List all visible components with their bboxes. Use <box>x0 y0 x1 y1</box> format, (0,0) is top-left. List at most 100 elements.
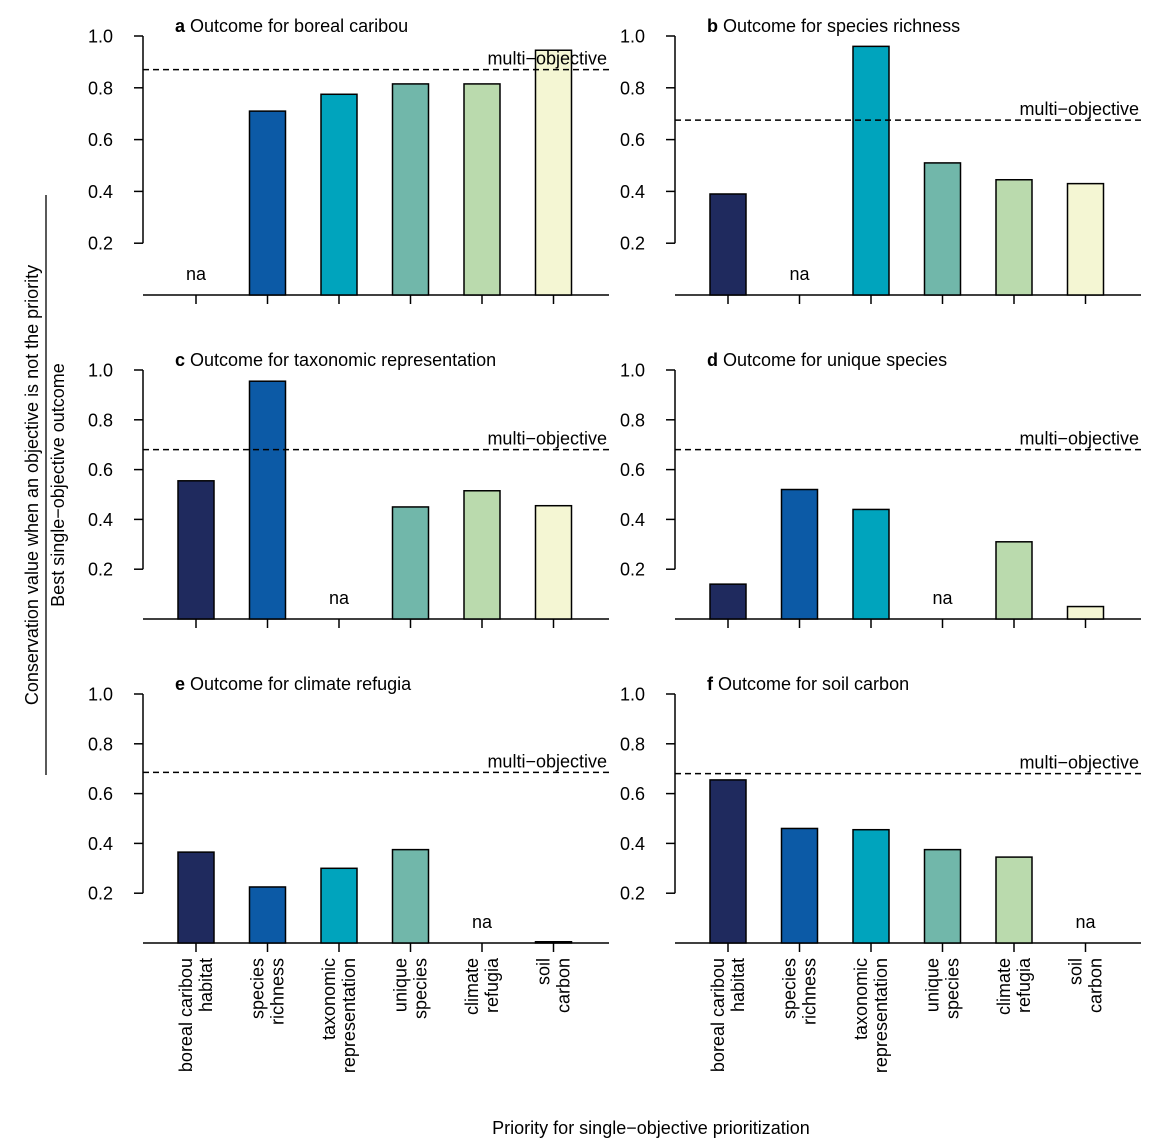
panel-letter: e <box>175 674 185 694</box>
panel-letter: c <box>175 350 185 370</box>
na-label: na <box>932 588 953 608</box>
y-tick-label: 0.6 <box>620 460 645 480</box>
y-tick-label: 0.8 <box>620 410 645 430</box>
multi-objective-label: multi−objective <box>487 751 607 771</box>
y-tick-label: 0.6 <box>620 784 645 804</box>
x-tick-label-line: unique <box>391 958 411 1012</box>
x-tick-label: climaterefugia <box>994 957 1034 1015</box>
bar-soil-carbon <box>534 49 573 296</box>
x-tick-label-line: boreal caribou <box>176 958 196 1072</box>
bar-taxonomic-representation <box>852 508 890 620</box>
x-tick-label: boreal caribouhabitat <box>176 958 216 1072</box>
panel-letter: d <box>707 350 718 370</box>
x-tick-label-line: refugia <box>1014 957 1034 1013</box>
multi-objective-label: multi−objective <box>1019 753 1139 773</box>
panel-c: 0.2 0.4 0.6 0.8 1.0 na multi−objective c Outcom… <box>88 350 609 628</box>
panel-letter: a <box>175 16 186 36</box>
x-tick-label-line: unique <box>923 958 943 1012</box>
x-tick-label-line: climate <box>994 958 1014 1015</box>
x-tick-label: speciesrichness <box>780 958 820 1025</box>
x-tick-label: boreal caribouhabitat <box>708 958 748 1072</box>
panel-title: f Outcome for soil carbon <box>707 674 909 694</box>
bar-taxonomic-representation <box>852 828 890 944</box>
panel-d: 0.2 0.4 0.6 0.8 1.0 na multi−objective d Outcom… <box>620 350 1141 628</box>
y-tick-label: 0.8 <box>88 734 113 754</box>
panel-title-text: Outcome for climate refugia <box>185 674 412 694</box>
panel-title-text: Outcome for unique species <box>718 350 947 370</box>
x-tick-label-line: representation <box>871 958 891 1073</box>
x-tick-label-line: species <box>411 958 431 1019</box>
panel-title: c Outcome for taxonomic representation <box>175 350 496 370</box>
bar-climate-refugia <box>995 178 1033 296</box>
x-tick-label-line: representation <box>339 958 359 1073</box>
bar-unique-species <box>923 848 962 944</box>
panel-e: 0.2 0.4 0.6 0.8 1.0 na multi−objective e Outcom… <box>88 674 609 1073</box>
y-tick-label: 0.4 <box>620 510 645 530</box>
x-tick-label: uniquespecies <box>391 958 431 1019</box>
y-tick-label: 1.0 <box>88 685 113 705</box>
y-tick-label: 0.2 <box>88 884 113 904</box>
bar-boreal-caribou-habitat <box>709 583 747 620</box>
y-tick-label: 0.2 <box>620 560 645 580</box>
y-tick-label: 0.6 <box>88 130 113 150</box>
y-tick-label: 1.0 <box>88 361 113 381</box>
panel-letter: f <box>707 674 714 694</box>
bar-unique-species <box>923 162 962 296</box>
y-tick-label: 0.2 <box>88 560 113 580</box>
multi-objective-label: multi−objective <box>487 49 607 69</box>
x-tick-label-line: soil <box>1066 958 1086 985</box>
multi-objective-label: multi−objective <box>1019 99 1139 119</box>
bar-boreal-caribou-habitat <box>709 779 747 944</box>
bar-boreal-caribou-habitat <box>177 480 215 620</box>
x-tick-label-line: climate <box>462 958 482 1015</box>
x-tick-label-line: species <box>248 958 268 1019</box>
y-tick-label: 0.4 <box>88 510 113 530</box>
y-axis-label-bottom: Best single−objective outcome <box>48 363 68 607</box>
y-tick-label: 0.2 <box>620 234 645 254</box>
panel-title-text: Outcome for species richness <box>718 16 960 36</box>
bar-climate-refugia <box>463 490 501 620</box>
x-tick-label-line: habitat <box>728 958 748 1012</box>
y-tick-label: 0.4 <box>620 182 645 202</box>
y-tick-label: 0.4 <box>620 834 645 854</box>
x-tick-label-line: species <box>943 958 963 1019</box>
y-tick-label: 0.6 <box>88 784 113 804</box>
bar-soil-carbon <box>534 504 573 620</box>
y-tick-label: 1.0 <box>620 685 645 705</box>
bar-soil-carbon <box>1066 605 1105 620</box>
x-tick-label-line: boreal caribou <box>708 958 728 1072</box>
x-tick-label: taxonomicrepresentation <box>319 958 359 1073</box>
y-tick-label: 0.6 <box>620 130 645 150</box>
y-tick-label: 0.8 <box>88 410 113 430</box>
y-tick-label: 0.6 <box>88 460 113 480</box>
y-tick-label: 0.8 <box>620 78 645 98</box>
na-label: na <box>1075 912 1096 932</box>
bar-unique-species <box>391 83 430 296</box>
panel-letter: b <box>707 16 718 36</box>
x-tick-label-line: carbon <box>554 958 574 1013</box>
bar-species-richness <box>248 886 287 944</box>
bar-climate-refugia <box>463 83 501 296</box>
y-tick-label: 0.4 <box>88 182 113 202</box>
bar-unique-species <box>391 506 430 620</box>
y-tick-label: 0.8 <box>620 734 645 754</box>
bar-climate-refugia <box>995 856 1033 944</box>
bar-taxonomic-representation <box>320 93 358 296</box>
bar-climate-refugia <box>995 541 1033 620</box>
y-tick-label: 0.2 <box>620 884 645 904</box>
y-tick-label: 1.0 <box>620 27 645 47</box>
x-tick-label: soilcarbon <box>1066 958 1106 1013</box>
bar-boreal-caribou-habitat <box>177 851 215 944</box>
x-tick-label-line: richness <box>268 958 288 1025</box>
y-tick-label: 1.0 <box>620 361 645 381</box>
bar-species-richness <box>780 488 819 620</box>
bar-species-richness <box>248 380 287 620</box>
x-tick-label-line: species <box>780 958 800 1019</box>
x-tick-label-line: carbon <box>1086 958 1106 1013</box>
bar-taxonomic-representation <box>852 45 890 296</box>
panel-title-text: Outcome for soil carbon <box>713 674 909 694</box>
y-tick-label: 1.0 <box>88 27 113 47</box>
panel-title: b Outcome for species richness <box>707 16 960 36</box>
na-label: na <box>329 588 350 608</box>
y-axis-label-top: Conservation value when an objective is … <box>22 265 42 705</box>
